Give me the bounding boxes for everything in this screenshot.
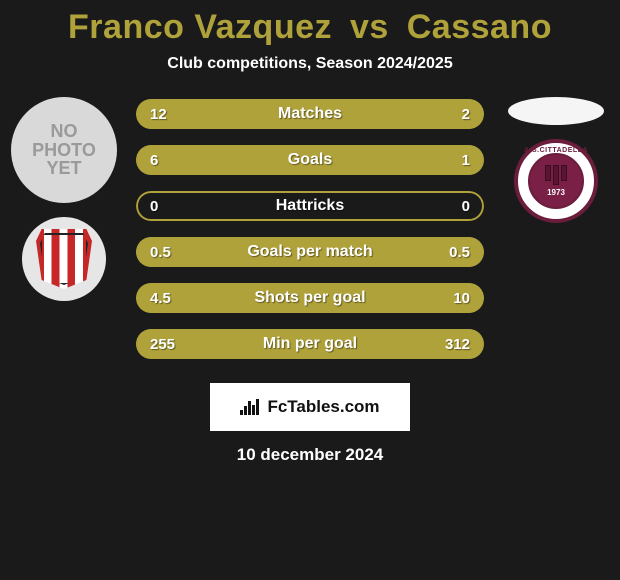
subtitle: Club competitions, Season 2024/2025: [0, 55, 620, 73]
castle-tower: [545, 165, 551, 181]
logo-bar: [252, 405, 255, 415]
bars-logo-icon: [240, 399, 259, 415]
stat-label: Hattricks: [136, 197, 484, 215]
stat-row: 12Matches2: [136, 99, 484, 129]
logo-bar: [256, 399, 259, 415]
logo-bar: [248, 401, 251, 415]
stat-label: Goals per match: [136, 243, 484, 261]
stat-value-right: 10: [453, 290, 470, 307]
right-side: A.S.CITTADELLA 1973: [500, 97, 612, 223]
stat-value-right: 0.5: [449, 244, 470, 261]
footer-brand-badge: FcTables.com: [210, 383, 410, 431]
stat-value-right: 2: [462, 106, 470, 123]
stat-row: 4.5Shots per goal10: [136, 283, 484, 313]
footer-brand-text: FcTables.com: [267, 397, 379, 417]
footer-date: 10 december 2024: [0, 445, 620, 465]
club-left-shield-icon: [36, 229, 92, 289]
castle-tower: [553, 165, 559, 185]
page-title: Franco Vazquez vs Cassano: [0, 8, 620, 47]
club-badge-right: A.S.CITTADELLA 1973: [514, 139, 598, 223]
stat-value-right: 312: [445, 336, 470, 353]
stat-row: 255Min per goal312: [136, 329, 484, 359]
club-right-ring-text: A.S.CITTADELLA: [524, 147, 588, 154]
content-row: NO PHOTO YET 12Matches2 6Goals1 0Hattricks…: [0, 97, 620, 359]
infographic-root: Franco Vazquez vs Cassano Club competiti…: [0, 0, 620, 465]
club-right-inner: 1973: [528, 153, 584, 209]
left-side: NO PHOTO YET: [8, 97, 120, 301]
castle-tower: [561, 165, 567, 181]
stat-row: 6Goals1: [136, 145, 484, 175]
logo-bar: [240, 410, 243, 415]
club-badge-left: [22, 217, 106, 301]
player2-photo-placeholder: [508, 97, 604, 125]
castle-icon: [545, 165, 567, 185]
stat-row: 0.5Goals per match0.5: [136, 237, 484, 267]
club-right-year: 1973: [547, 188, 565, 197]
stat-value-right: 1: [462, 152, 470, 169]
stat-label: Matches: [136, 105, 484, 123]
stat-label: Goals: [136, 151, 484, 169]
stat-value-right: 0: [462, 198, 470, 215]
stats-bars: 12Matches2 6Goals1 0Hattricks0 0.5Goals per…: [136, 97, 484, 359]
title-player1: Franco Vazquez: [68, 8, 332, 46]
title-vs: vs: [350, 8, 389, 46]
no-photo-text: NO PHOTO YET: [32, 122, 96, 179]
player1-photo-placeholder: NO PHOTO YET: [11, 97, 117, 203]
title-player2: Cassano: [407, 8, 552, 46]
stat-label: Shots per goal: [136, 289, 484, 307]
stat-label: Min per goal: [136, 335, 484, 353]
stat-row: 0Hattricks0: [136, 191, 484, 221]
logo-bar: [244, 406, 247, 415]
